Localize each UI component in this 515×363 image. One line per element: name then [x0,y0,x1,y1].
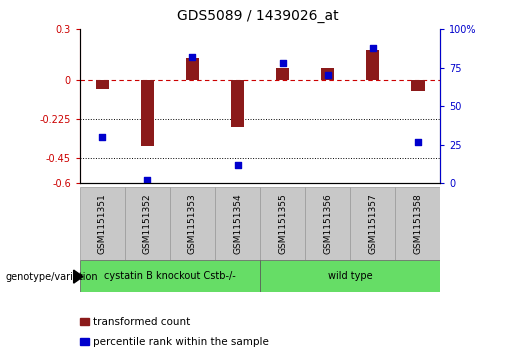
Bar [125,187,170,260]
Text: GSM1151352: GSM1151352 [143,193,152,254]
Text: GSM1151355: GSM1151355 [278,193,287,254]
Bar [350,187,396,260]
Text: GDS5089 / 1439026_at: GDS5089 / 1439026_at [177,9,338,23]
Text: cystatin B knockout Cstb-/-: cystatin B knockout Cstb-/- [104,271,236,281]
Bar [96,81,109,89]
Point [98,134,107,140]
Text: transformed count: transformed count [93,317,190,327]
Bar [260,187,305,260]
Bar [366,50,380,81]
Text: wild type: wild type [328,271,372,281]
Point [414,139,422,144]
Bar [321,69,334,81]
Bar [396,187,440,260]
Text: GSM1151357: GSM1151357 [368,193,377,254]
Bar [411,81,424,91]
Text: GSM1151358: GSM1151358 [414,193,422,254]
Point [188,54,197,60]
Bar [141,81,154,146]
Bar [260,260,440,292]
Bar [215,187,260,260]
Bar [80,260,260,292]
Text: genotype/variation: genotype/variation [5,272,98,282]
Polygon shape [74,270,83,283]
Point [369,45,377,50]
Bar [170,187,215,260]
Text: GSM1151354: GSM1151354 [233,193,242,254]
Point [279,60,287,66]
Point [143,178,151,183]
Bar [186,58,199,81]
Bar [231,81,244,127]
Text: percentile rank within the sample: percentile rank within the sample [93,337,269,347]
Bar [80,187,125,260]
Point [233,162,242,168]
Text: GSM1151356: GSM1151356 [323,193,332,254]
Text: GSM1151353: GSM1151353 [188,193,197,254]
Bar [276,69,289,81]
Bar [305,187,350,260]
Text: GSM1151351: GSM1151351 [98,193,107,254]
Point [323,73,332,78]
